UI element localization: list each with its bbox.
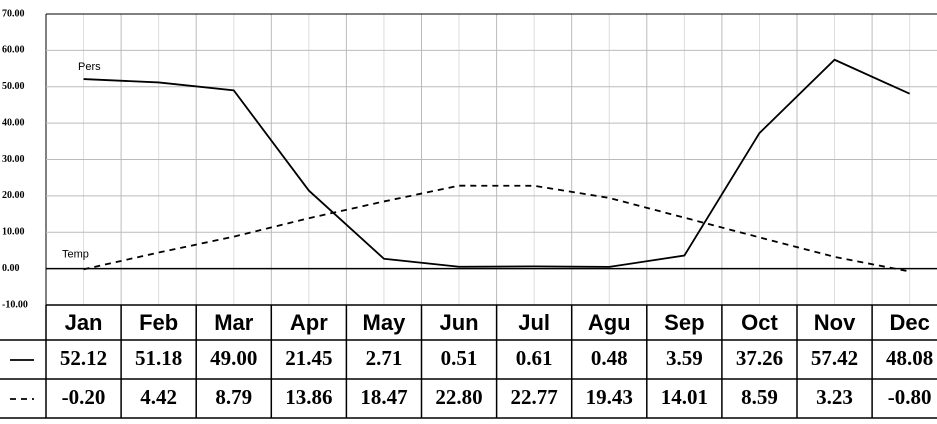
value-label: 49.00 [210,346,257,370]
value-label: 48.08 [886,346,933,370]
month-label: Dec [889,310,929,335]
y-tick-label: 10.00 [2,227,25,238]
month-label: Agu [588,310,631,335]
series-line [83,184,910,273]
value-label: 0.51 [441,346,478,370]
y-tick-label: 40.00 [2,117,25,128]
value-label: 2.71 [366,346,403,370]
value-label: 21.45 [285,346,332,370]
y-tick-label: 30.00 [2,154,25,165]
y-tick-label: 0.00 [2,263,20,274]
month-label: Apr [290,310,328,335]
y-tick-label: 20.00 [2,190,25,201]
value-label: 37.26 [736,346,783,370]
value-label: 52.12 [60,346,107,370]
month-label: Sep [664,310,704,335]
value-label: 8.79 [215,385,252,409]
series-name: Pers [78,61,101,73]
value-label: 4.42 [140,385,177,409]
month-label: May [363,310,407,335]
value-label: 18.47 [360,385,407,409]
month-label: Nov [814,310,856,335]
value-label: 0.61 [516,346,553,370]
month-label: Mar [214,310,254,335]
value-label: 13.86 [285,385,332,409]
value-label: 19.43 [586,385,633,409]
value-label: 57.42 [811,346,858,370]
value-label: 14.01 [661,385,708,409]
value-label: 22.77 [511,385,558,409]
y-tick-label: 70.00 [2,8,25,19]
value-label: 22.80 [435,385,482,409]
month-label: Jul [518,310,550,335]
value-label: 3.23 [816,385,853,409]
value-label: 0.48 [591,346,628,370]
month-label: Oct [741,310,778,335]
value-label: 3.59 [666,346,703,370]
y-tick-label: 60.00 [2,45,25,56]
y-tick-label: -10.00 [2,299,28,310]
value-label: -0.80 [888,385,932,409]
value-label: 8.59 [741,385,778,409]
series-line [83,58,911,268]
month-label: Jan [65,310,103,335]
value-label: 51.18 [135,346,182,370]
month-label: Jun [439,310,478,335]
series-name: Temp [62,248,89,260]
month-label: Feb [139,310,178,335]
value-label: -0.20 [62,385,106,409]
y-tick-label: 50.00 [2,81,25,92]
